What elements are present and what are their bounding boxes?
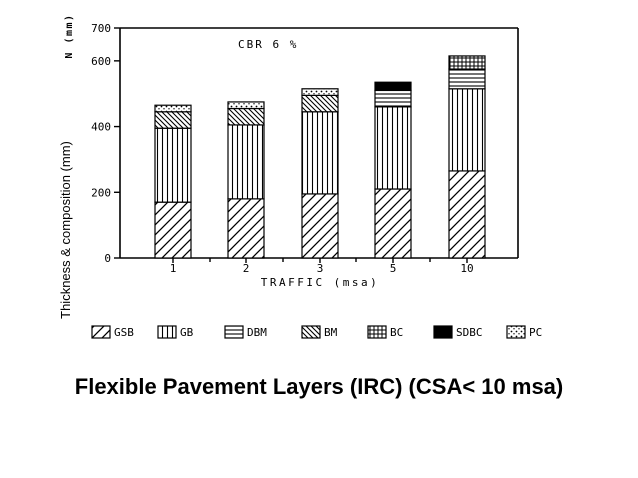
bar-segment-gsb-5 [374, 188, 412, 259]
x-tick-label-2: 2 [243, 262, 250, 275]
legend-label-sdbc: SDBC [456, 326, 483, 339]
bar-segment-gb-3 [301, 111, 339, 195]
bars [154, 55, 486, 259]
bar-segment-pc-3 [301, 88, 339, 96]
legend-swatch-bc [367, 325, 387, 339]
x-tick-label-3: 3 [317, 262, 324, 275]
x-tick-label-1: 1 [170, 262, 177, 275]
x-tick-label-5: 5 [390, 262, 397, 275]
bar-segment-bc-10 [448, 55, 486, 70]
y-tick-label: 200 [91, 186, 111, 199]
legend-label-gb: GB [180, 326, 194, 339]
bar-segment-bm-1 [154, 111, 192, 129]
bar-segment-gsb-3 [301, 193, 339, 259]
bar-segment-gb-5 [374, 106, 412, 190]
y-tick-label: 400 [91, 121, 111, 134]
y-unit-label: N (mm) [64, 13, 75, 58]
y-ticks: 0 200 400 600 700 [91, 22, 120, 265]
bar-segment-sdbc-5 [374, 81, 412, 92]
x-categories: 1 2 3 5 10 [170, 258, 474, 275]
bar-segment-gb-1 [154, 127, 192, 203]
x-tick-label-10: 10 [460, 262, 473, 275]
legend-label-bm: BM [324, 326, 338, 339]
bar-segment-pc-1 [154, 104, 192, 113]
legend-swatch-bm [301, 325, 321, 339]
x-axis-label: TRAFFIC (msa) [261, 276, 380, 289]
bar-segment-dbm-5 [374, 89, 412, 108]
bar-segment-gb-10 [448, 88, 486, 172]
bar-segment-pc-2 [227, 101, 265, 110]
legend-swatch-dbm [224, 325, 244, 339]
bar-segment-bm-2 [227, 107, 265, 126]
y-axis-label: Thickness & composition (mm) [58, 141, 73, 319]
bar-segment-gsb-10 [448, 170, 486, 259]
legend-swatch-pc [506, 325, 526, 339]
slide-caption: Flexible Pavement Layers (IRC) (CSA< 10 … [74, 374, 564, 399]
y-tick-label: 0 [104, 252, 111, 265]
y-tick-label: 700 [91, 22, 111, 35]
bar-segment-gsb-1 [154, 201, 192, 259]
legend-swatch-sdbc [433, 325, 453, 339]
bar-segment-dbm-10 [448, 68, 486, 90]
cbr-annotation: CBR 6 % [238, 38, 298, 51]
legend-label-gsb: GSB [114, 326, 134, 339]
y-tick-label: 600 [91, 55, 111, 68]
legend-label-dbm: DBM [247, 326, 267, 339]
legend-label-bc: BC [390, 326, 403, 339]
legend: GSB GB DBM BM BC SDBC PC [91, 325, 542, 339]
bar-segment-gsb-2 [227, 198, 265, 259]
legend-swatch-gb [157, 325, 177, 339]
bar-segment-gb-2 [227, 124, 265, 200]
legend-label-pc: PC [529, 326, 542, 339]
bar-segment-bm-3 [301, 94, 339, 113]
legend-swatch-gsb [91, 325, 111, 339]
